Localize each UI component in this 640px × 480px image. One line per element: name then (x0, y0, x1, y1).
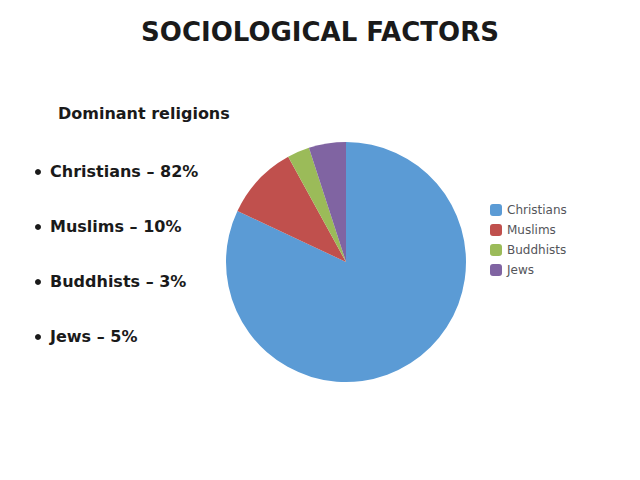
svg-text:Jews: Jews (506, 263, 534, 277)
svg-text:Buddhists – 3%: Buddhists – 3% (50, 272, 186, 291)
svg-text:SOCIOLOGICAL FACTORS: SOCIOLOGICAL FACTORS (141, 17, 499, 47)
svg-text:Muslims: Muslims (507, 223, 556, 237)
svg-text:Christians – 82%: Christians – 82% (50, 162, 198, 181)
svg-text:Jews – 5%: Jews – 5% (49, 327, 137, 346)
svg-text:Christians: Christians (507, 203, 567, 217)
svg-text:Dominant religions: Dominant religions (58, 104, 230, 123)
svg-text:Buddhists: Buddhists (507, 243, 566, 257)
svg-text:Muslims – 10%: Muslims – 10% (50, 217, 181, 236)
